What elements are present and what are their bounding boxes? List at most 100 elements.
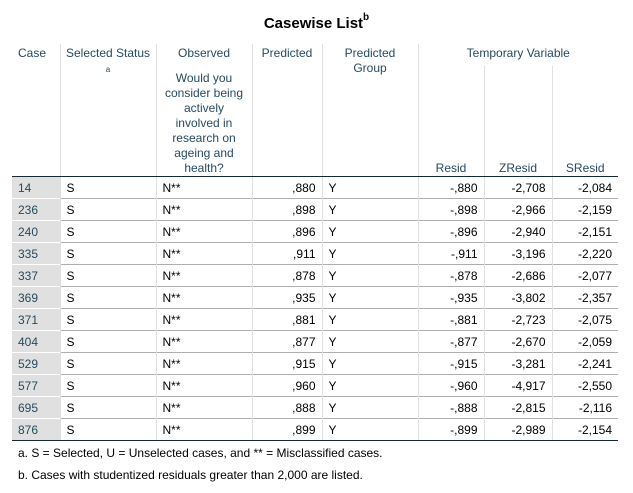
table-row: 371 S N** ,881 Y -,881 -2,723 -2,075 (12, 308, 618, 331)
footnote-b: b. Cases with studentized residuals grea… (18, 468, 363, 482)
cell-case: 404 (12, 330, 60, 353)
cell-zresid: -3,802 (483, 286, 552, 309)
header-case: Case (12, 44, 60, 177)
header-resid: Resid (417, 66, 484, 177)
cell-case: 695 (12, 396, 60, 419)
cell-sresid: -2,059 (551, 330, 618, 353)
header-observed-question: Would you consider being actively involv… (155, 66, 252, 177)
cell-zresid: -2,940 (483, 220, 552, 243)
cell-predicted-group: Y (321, 220, 418, 243)
cell-case: 876 (12, 418, 60, 441)
cell-predicted: ,896 (251, 220, 322, 243)
cell-selected-status: S (59, 198, 156, 221)
cell-predicted: ,878 (251, 264, 322, 287)
cell-resid: -,935 (417, 286, 484, 309)
cell-predicted: ,899 (251, 418, 322, 441)
cell-observed: N** (155, 264, 252, 287)
cell-predicted-group: Y (321, 396, 418, 419)
header-predicted: Predicted (251, 44, 322, 177)
cell-resid: -,880 (417, 176, 484, 199)
cell-resid: -,960 (417, 374, 484, 397)
header-observed: Observed (155, 44, 252, 66)
cell-predicted-group: Y (321, 308, 418, 331)
cell-zresid: -2,989 (483, 418, 552, 441)
cell-selected-status: S (59, 176, 156, 199)
cell-zresid: -4,917 (483, 374, 552, 397)
casewise-list-table: Case Selected Status a Observed Predicte… (12, 44, 618, 441)
cell-observed: N** (155, 330, 252, 353)
cell-resid: -,878 (417, 264, 484, 287)
cell-predicted: ,888 (251, 396, 322, 419)
table-row: 404 S N** ,877 Y -,877 -2,670 -2,059 (12, 330, 618, 353)
cell-predicted-group: Y (321, 286, 418, 309)
cell-selected-status: S (59, 330, 156, 353)
table-row: 369 S N** ,935 Y -,935 -3,802 -2,357 (12, 286, 618, 309)
cell-selected-status: S (59, 418, 156, 441)
cell-observed: N** (155, 396, 252, 419)
cell-predicted: ,911 (251, 242, 322, 265)
cell-sresid: -2,151 (551, 220, 618, 243)
cell-predicted: ,877 (251, 330, 322, 353)
title-footnote-marker: b (363, 12, 370, 23)
cell-selected-status: S (59, 352, 156, 375)
cell-sresid: -2,116 (551, 396, 618, 419)
cell-case: 577 (12, 374, 60, 397)
table-title: Casewise Listb (0, 12, 633, 32)
cell-zresid: -3,196 (483, 242, 552, 265)
table-row: 876 S N** ,899 Y -,899 -2,989 -2,154 (12, 418, 618, 441)
header-selected-status-note: a (105, 65, 111, 74)
cell-case: 240 (12, 220, 60, 243)
cell-sresid: -2,159 (551, 198, 618, 221)
cell-zresid: -2,966 (483, 198, 552, 221)
cell-predicted-group: Y (321, 330, 418, 353)
cell-predicted: ,935 (251, 286, 322, 309)
cell-sresid: -2,550 (551, 374, 618, 397)
cell-selected-status: S (59, 242, 156, 265)
header-temporary-variable: Temporary Variable (417, 44, 618, 66)
cell-sresid: -2,154 (551, 418, 618, 441)
header-selected-status-label: Selected Status (65, 46, 151, 60)
cell-selected-status: S (59, 396, 156, 419)
cell-case: 529 (12, 352, 60, 375)
cell-case: 337 (12, 264, 60, 287)
cell-resid: -,911 (417, 242, 484, 265)
cell-selected-status: S (59, 308, 156, 331)
cell-predicted-group: Y (321, 264, 418, 287)
cell-resid: -,888 (417, 396, 484, 419)
table-row: 335 S N** ,911 Y -,911 -3,196 -2,220 (12, 242, 618, 265)
cell-predicted: ,898 (251, 198, 322, 221)
cell-observed: N** (155, 242, 252, 265)
footnote-a: a. S = Selected, U = Unselected cases, a… (18, 446, 383, 460)
cell-zresid: -2,670 (483, 330, 552, 353)
cell-resid: -,877 (417, 330, 484, 353)
cell-predicted-group: Y (321, 176, 418, 199)
cell-zresid: -3,281 (483, 352, 552, 375)
cell-resid: -,896 (417, 220, 484, 243)
cell-resid: -,881 (417, 308, 484, 331)
table-row: 14 S N** ,880 Y -,880 -2,708 -2,084 (12, 176, 618, 199)
cell-predicted: ,960 (251, 374, 322, 397)
cell-resid: -,915 (417, 352, 484, 375)
cell-resid: -,899 (417, 418, 484, 441)
header-zresid: ZResid (483, 66, 552, 177)
cell-predicted-group: Y (321, 198, 418, 221)
cell-sresid: -2,220 (551, 242, 618, 265)
cell-case: 369 (12, 286, 60, 309)
cell-sresid: -2,241 (551, 352, 618, 375)
cell-predicted-group: Y (321, 242, 418, 265)
cell-sresid: -2,077 (551, 264, 618, 287)
table-row: 337 S N** ,878 Y -,878 -2,686 -2,077 (12, 264, 618, 287)
cell-zresid: -2,708 (483, 176, 552, 199)
cell-sresid: -2,075 (551, 308, 618, 331)
cell-zresid: -2,686 (483, 264, 552, 287)
table-row: 529 S N** ,915 Y -,915 -3,281 -2,241 (12, 352, 618, 375)
table-row: 695 S N** ,888 Y -,888 -2,815 -2,116 (12, 396, 618, 419)
cell-observed: N** (155, 418, 252, 441)
cell-case: 236 (12, 198, 60, 221)
cell-selected-status: S (59, 286, 156, 309)
cell-predicted-group: Y (321, 352, 418, 375)
table-row: 240 S N** ,896 Y -,896 -2,940 -2,151 (12, 220, 618, 243)
cell-selected-status: S (59, 264, 156, 287)
cell-selected-status: S (59, 220, 156, 243)
cell-zresid: -2,815 (483, 396, 552, 419)
